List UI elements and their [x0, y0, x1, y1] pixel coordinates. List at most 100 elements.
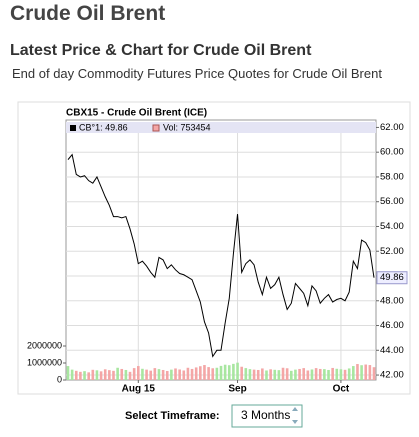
volume-bar [103, 369, 107, 380]
volume-bar [99, 371, 103, 380]
volume-bar [170, 369, 173, 380]
legend-label: Vol: 753454 [163, 122, 211, 132]
volume-bar [314, 368, 318, 380]
volume-bar [112, 370, 115, 380]
y-tick-label: 46.00 [380, 320, 404, 331]
volume-bar [294, 369, 297, 380]
volume-bar [223, 364, 227, 380]
volume-bar [360, 365, 363, 380]
volume-bar [79, 371, 82, 380]
volume-bar [244, 368, 248, 380]
volume-bar [302, 368, 306, 380]
volume-bar [335, 368, 339, 380]
x-tick-label: Sep [228, 384, 246, 395]
volume-bar [248, 369, 252, 380]
volume-bar [236, 362, 239, 380]
y2-tick-label: 0 [57, 374, 62, 384]
volume-bar [232, 363, 235, 380]
volume-bar [128, 371, 132, 380]
volume-bar [252, 369, 256, 380]
y2-tick-label: 2000000 [27, 340, 62, 350]
plot-area [65, 119, 377, 381]
volume-bar [87, 372, 90, 380]
y-tick-label: 60.00 [380, 147, 404, 158]
volume-bar [277, 370, 281, 380]
legend-swatch [152, 124, 160, 132]
y-tick-label: 56.00 [380, 196, 404, 207]
legend-label: CB°1: 49.86 [79, 122, 128, 132]
x-tick-label: Oct [333, 384, 350, 395]
y-tick-label: 62.00 [380, 122, 404, 133]
volume-bar [339, 369, 343, 380]
volume-bar [273, 369, 277, 380]
volume-bar [186, 367, 190, 380]
volume-bar [372, 367, 376, 380]
timeframe-value[interactable]: 3 Months [241, 408, 290, 422]
volume-bar [289, 370, 293, 380]
volume-bar [190, 368, 194, 380]
volume-bar [347, 368, 351, 380]
volume-bar [91, 369, 95, 380]
x-tick-label: Aug 15 [122, 384, 156, 395]
volume-bar [327, 369, 330, 380]
timeframe-select[interactable] [231, 404, 303, 428]
volume-bar [281, 367, 285, 380]
volume-bar [318, 368, 322, 380]
volume-bar [343, 369, 347, 380]
y-tick-label: 58.00 [380, 171, 404, 182]
description: End of day Commodity Futures Price Quote… [12, 66, 382, 81]
y2-tick-label: 1000000 [27, 357, 62, 367]
volume-bar [352, 366, 355, 380]
volume-bar [240, 366, 243, 380]
y-tick-label: 54.00 [380, 221, 404, 232]
volume-bar [227, 365, 231, 380]
volume-bar [310, 369, 314, 380]
volume-bar [261, 368, 264, 380]
legend-swatch [70, 125, 76, 131]
volume-bar [368, 365, 372, 380]
legend [66, 122, 376, 133]
volume-bar [165, 370, 169, 380]
volume-bar [74, 370, 78, 380]
volume-bar [215, 367, 219, 380]
volume-bar [269, 369, 272, 380]
volume-bar [153, 368, 157, 380]
volume-bar [120, 368, 124, 380]
volume-bar [141, 368, 144, 380]
timeframe-label: Select Timeframe: [125, 410, 220, 422]
volume-bar [323, 369, 326, 380]
volume-bar [219, 365, 223, 380]
volume-bar [203, 365, 206, 380]
select-arrows[interactable] [292, 407, 298, 424]
volume-bar [66, 366, 70, 380]
volume-bar [207, 367, 210, 380]
volume-bar [83, 371, 86, 380]
y-tick-label: 48.00 [380, 295, 404, 306]
subtitle: Latest Price & Chart for Crude Oil Brent [10, 42, 312, 59]
volume-bar [145, 369, 148, 380]
last-price-box [376, 271, 408, 285]
volume-bar [157, 369, 161, 380]
volume-bar [136, 366, 140, 380]
volume-bar [285, 368, 289, 380]
volume-bar [149, 370, 153, 380]
chart-title: CBX15 - Crude Oil Brent (ICE) [66, 108, 207, 119]
y-tick-label: 52.00 [380, 246, 404, 257]
volume-bar [199, 366, 202, 380]
volume-bar [356, 364, 359, 380]
volume-bar [95, 370, 99, 380]
volume-bar [178, 369, 181, 380]
volume-bar [132, 368, 136, 380]
page-title: Crude Oil Brent [10, 2, 166, 25]
volume-bar [331, 367, 334, 380]
volume-bar [108, 370, 111, 380]
volume-bar [256, 369, 260, 380]
volume-bar [116, 367, 119, 380]
volume-bar [174, 368, 177, 380]
volume-bar [194, 367, 198, 380]
volume-bar [182, 370, 186, 380]
last-price-label: 49.86 [380, 272, 404, 283]
volume-bar [70, 369, 74, 380]
volume-bar [124, 369, 128, 380]
